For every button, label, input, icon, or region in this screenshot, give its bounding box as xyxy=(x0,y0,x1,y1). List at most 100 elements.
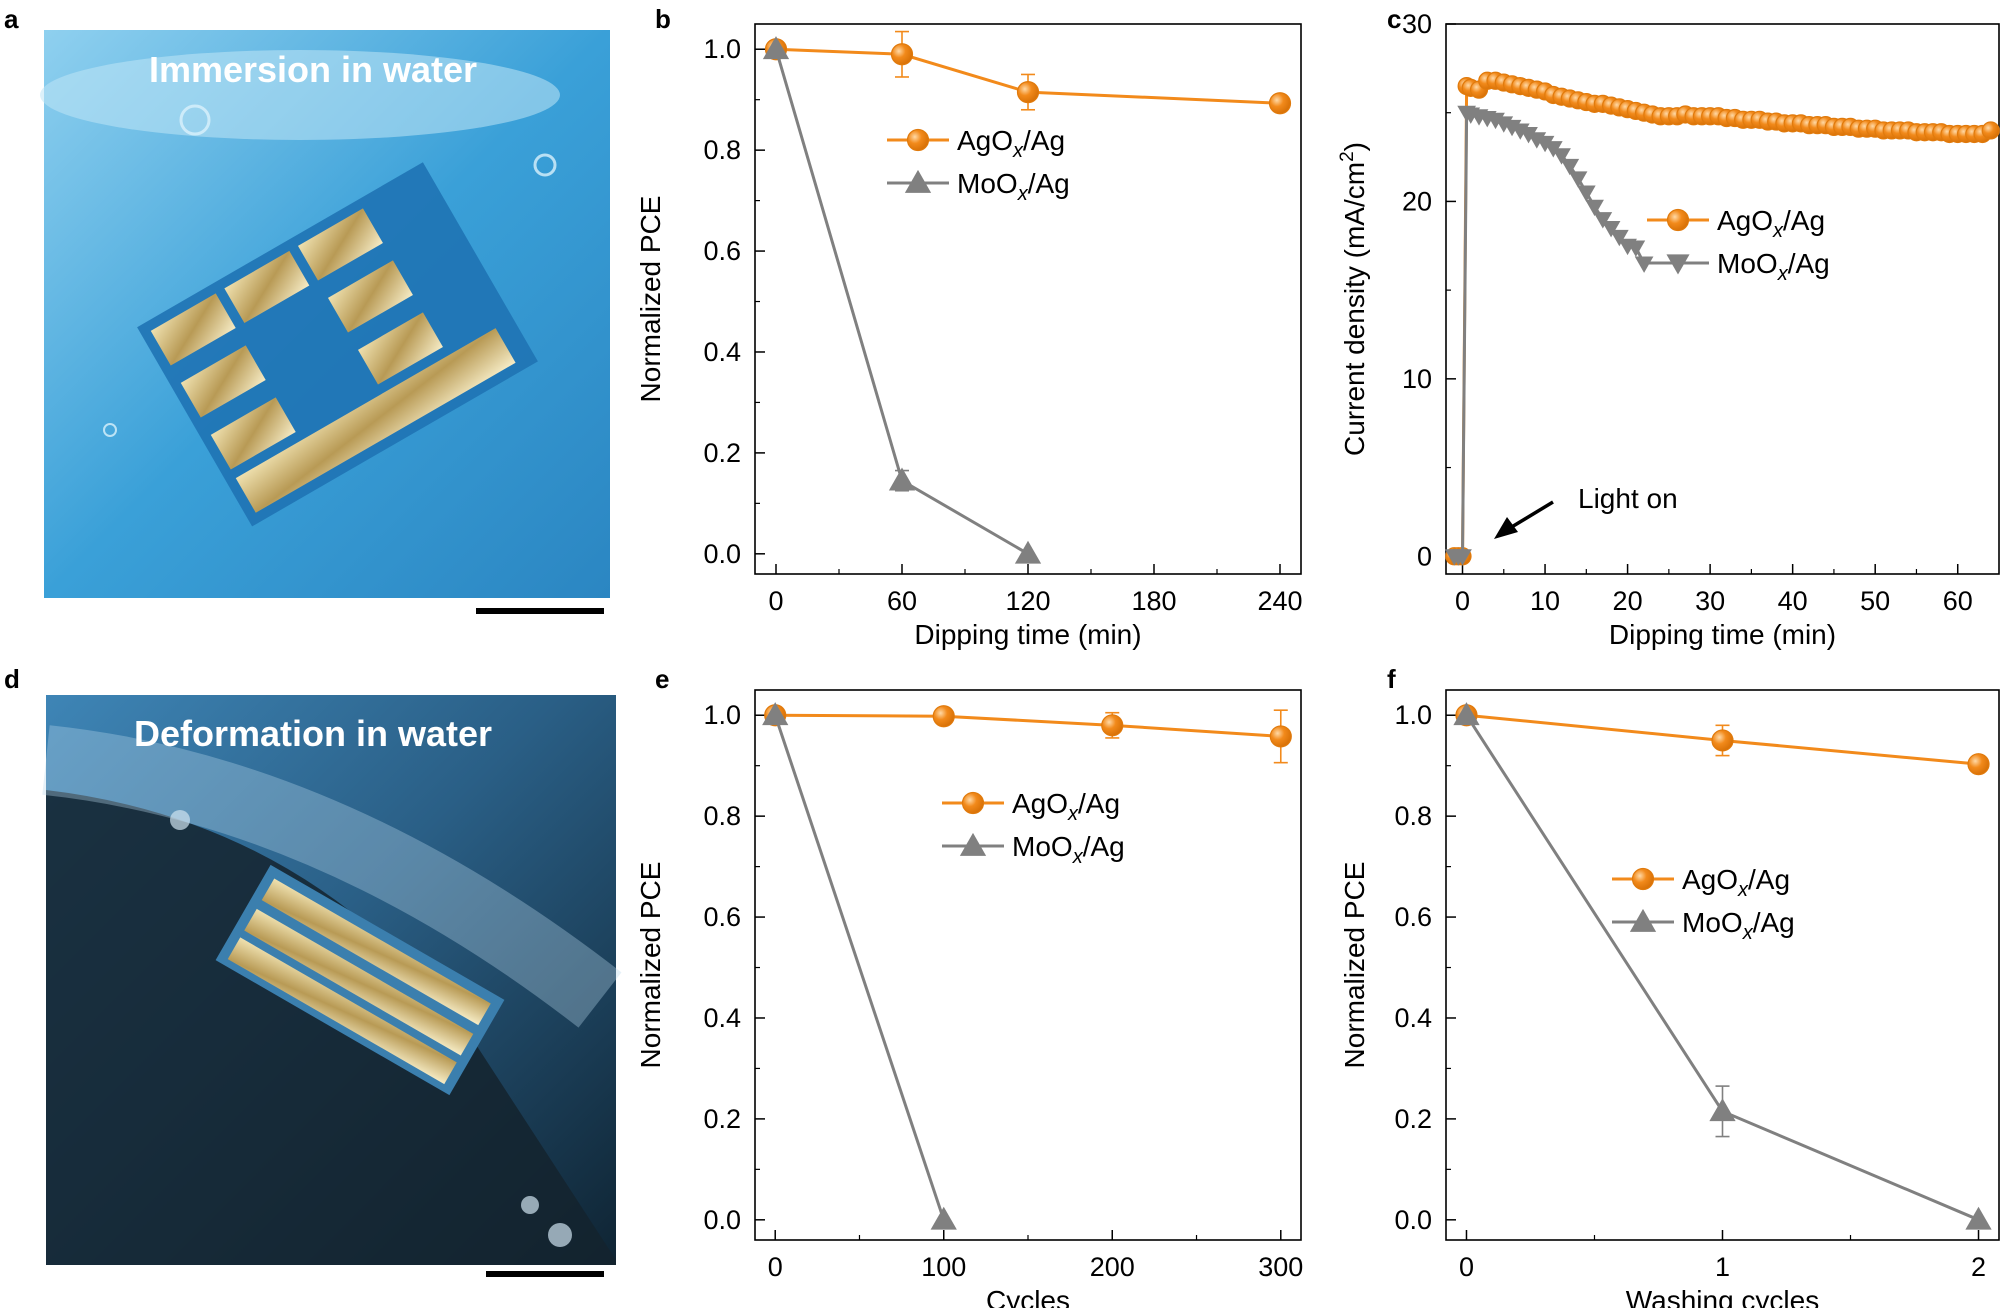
panel-letter-b: b xyxy=(655,4,671,34)
series-line xyxy=(775,713,1281,738)
x-tick-label: 60 xyxy=(887,586,917,616)
data-point xyxy=(762,36,790,60)
y-tick-label: 10 xyxy=(1402,364,1432,394)
data-point xyxy=(1585,199,1604,217)
data-point xyxy=(1568,171,1588,188)
data-point xyxy=(1014,540,1042,564)
legend-label: MoOx/Ag xyxy=(1012,831,1125,868)
flexible-device-image xyxy=(215,864,505,1096)
y-tick-label: 0 xyxy=(1417,541,1432,571)
water-surface xyxy=(40,50,560,140)
legend-label: MoOx/Ag xyxy=(957,168,1070,205)
legend-marker xyxy=(959,832,987,856)
x-tick-label: 300 xyxy=(1258,1252,1303,1282)
x-tick-label: 40 xyxy=(1778,586,1808,616)
plot-frame xyxy=(754,689,1302,1241)
data-point xyxy=(1560,158,1580,176)
series-line xyxy=(775,47,1281,105)
x-axis-label: Dipping time (min) xyxy=(914,619,1141,650)
y-tick-label: 0.2 xyxy=(703,1104,741,1134)
y-tick-label: 0.8 xyxy=(703,135,741,165)
data-point xyxy=(1609,229,1629,247)
x-tick-label: 200 xyxy=(1090,1252,1135,1282)
panel-letter-a: a xyxy=(4,4,19,34)
bubble-icon xyxy=(533,153,557,177)
data-point xyxy=(1016,81,1040,104)
legend-marker xyxy=(1629,908,1657,932)
data-point xyxy=(1519,126,1538,144)
y-tick-label: 0.6 xyxy=(703,236,741,266)
arrow-icon xyxy=(1494,517,1518,539)
legend-label: MoOx/Ag xyxy=(1682,907,1795,944)
panel-letter-d: d xyxy=(4,664,20,694)
photo-a-title: Immersion in water xyxy=(149,49,477,90)
x-tick-label: 30 xyxy=(1695,586,1725,616)
chart-panel-e: e 0 100 200 300 0.0 0.2 0.4 0.6 0.8 1.0 Cycles Norma… xyxy=(635,664,1303,1308)
data-point xyxy=(932,705,955,728)
data-point xyxy=(1593,212,1613,229)
y-tick-label: 1.0 xyxy=(703,700,741,730)
legend-marker xyxy=(1666,254,1690,275)
series-agoxag xyxy=(764,704,1292,764)
data-point xyxy=(1967,753,1990,776)
x-tick-label: 50 xyxy=(1860,586,1890,616)
annotation-arrow-shaft xyxy=(1509,500,1554,530)
y-tick-label: 0.4 xyxy=(703,337,741,367)
photo-panel-a: a Immersion in water xyxy=(4,4,610,614)
data-point xyxy=(1101,714,1124,737)
y-tick-label: 0.2 xyxy=(1394,1104,1432,1134)
x-tick-label: 60 xyxy=(1943,586,1973,616)
legend-label: AgOx/Ag xyxy=(1682,864,1790,901)
data-point xyxy=(1965,1206,1992,1230)
x-tick-label: 0 xyxy=(1455,586,1470,616)
y-tick-label: 1.0 xyxy=(703,34,741,64)
y-tick-label: 0.6 xyxy=(703,902,741,932)
y-tick-label: 0.0 xyxy=(1394,1205,1432,1235)
photo-d-title: Deformation in water xyxy=(134,713,492,754)
series-mooxag xyxy=(1444,105,1654,566)
x-tick-label: 1 xyxy=(1715,1252,1730,1282)
legend-marker xyxy=(1631,867,1655,891)
legend-marker xyxy=(906,128,930,152)
y-tick-label: 0.6 xyxy=(1394,902,1432,932)
x-axis-label: Cycles xyxy=(986,1285,1070,1308)
x-tick-label: 120 xyxy=(1005,586,1050,616)
annotation-light-on: Light on xyxy=(1578,483,1678,514)
x-tick-label: 10 xyxy=(1530,586,1560,616)
legend: AgOx/Ag MoOx/Ag xyxy=(887,125,1070,205)
y-axis-label: Current density (mA/cm2) xyxy=(1337,142,1370,456)
data-point xyxy=(1626,240,1646,257)
series-line xyxy=(773,714,946,1221)
y-tick-label: 0.4 xyxy=(1394,1003,1432,1033)
series-mooxag xyxy=(762,702,957,1230)
plot-frame xyxy=(1445,689,2000,1241)
data-point xyxy=(888,467,916,491)
y-axis-label: Normalized PCE xyxy=(635,196,666,403)
data-point xyxy=(762,702,789,726)
data-point xyxy=(1268,92,1292,115)
series-agoxag xyxy=(1455,704,1990,776)
data-point xyxy=(1981,121,2000,140)
droplet-icon xyxy=(170,810,190,830)
legend: AgOx/Ag MoOx/Ag xyxy=(1612,864,1795,944)
bending-stage xyxy=(46,790,616,1265)
legend-label: AgOx/Ag xyxy=(957,125,1065,162)
series-mooxag xyxy=(762,36,1042,564)
solar-device-image xyxy=(137,162,538,527)
x-tick-label: 180 xyxy=(1131,586,1176,616)
y-tick-label: 1.0 xyxy=(1394,700,1432,730)
y-tick-label: 0.0 xyxy=(703,1205,741,1235)
x-tick-label: 0 xyxy=(768,586,783,616)
data-point xyxy=(1576,185,1596,202)
data-point xyxy=(890,43,914,66)
x-tick-label: 100 xyxy=(921,1252,966,1282)
x-tick-label: 2 xyxy=(1971,1252,1986,1282)
x-tick-label: 0 xyxy=(768,1252,783,1282)
transparent-substrate xyxy=(42,725,622,1028)
y-tick-label: 0.0 xyxy=(703,539,741,569)
legend-marker xyxy=(904,169,932,193)
droplet-icon xyxy=(521,1196,539,1214)
droplet-icon xyxy=(548,1223,572,1247)
